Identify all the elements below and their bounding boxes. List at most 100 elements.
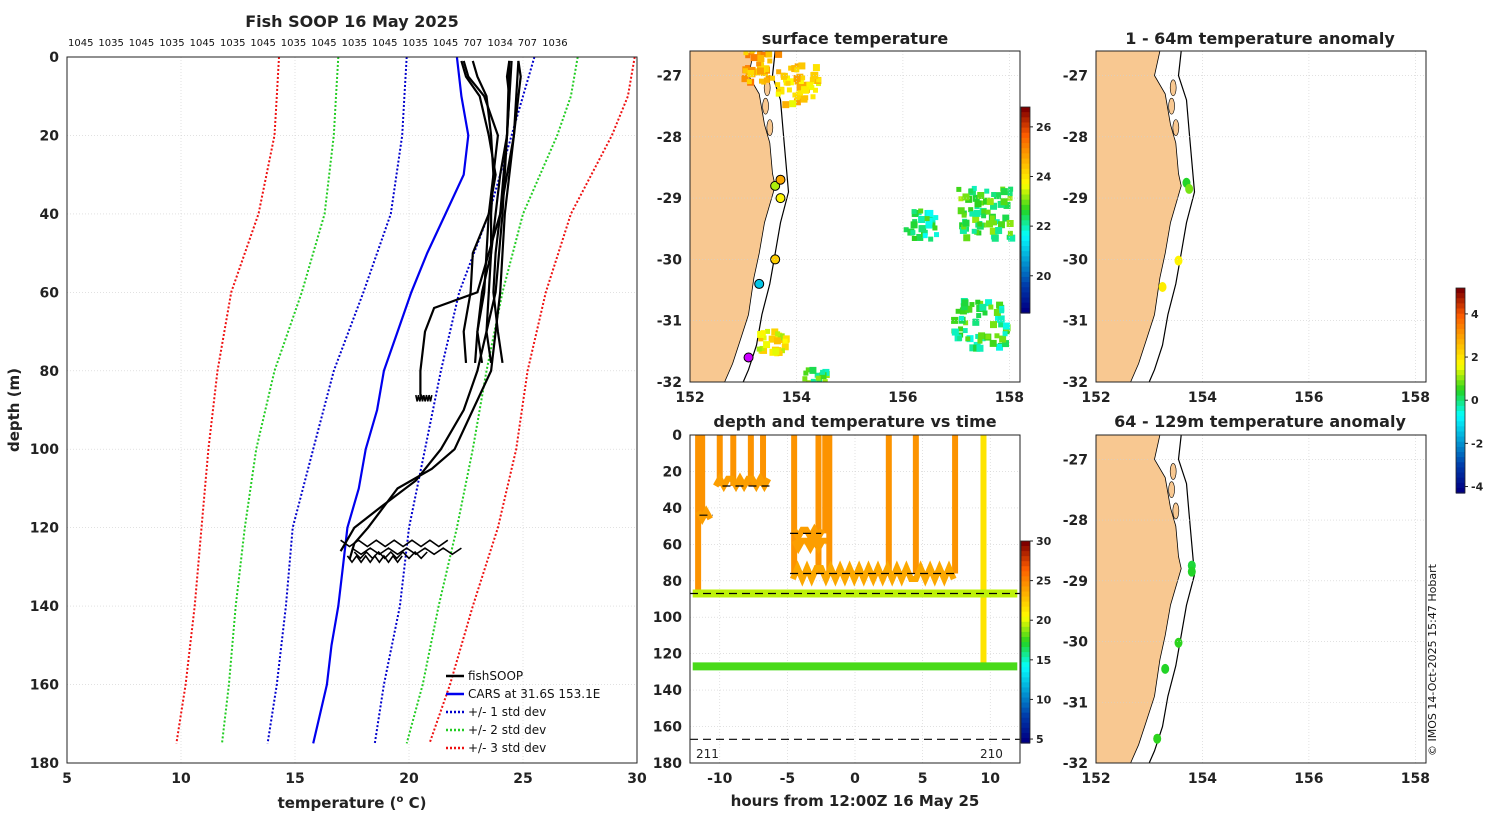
- time-colorbar-step: [1021, 631, 1030, 638]
- time-colorbar-label: 25: [1036, 575, 1051, 588]
- fishsoop-bottom-wiggle: [351, 547, 462, 556]
- sst-pixel: [990, 321, 998, 329]
- sst-pixel: [999, 335, 1007, 343]
- sst-pixel: [999, 308, 1005, 314]
- sst-pixel: [975, 299, 981, 305]
- time-colorbar-step: [1021, 672, 1030, 678]
- time-colorbar-step: [1021, 581, 1030, 588]
- std-dev-line: [266, 57, 408, 744]
- sst-y-ticks: -27 -28 -29 -30 -31 -32: [657, 69, 683, 391]
- sst-pixel: [911, 235, 917, 241]
- sst-pixel: [977, 221, 983, 227]
- anomaly-colorbar-label: 4: [1471, 308, 1479, 321]
- sst-pixel: [956, 186, 962, 192]
- anomaly-shallow-island: [1172, 119, 1180, 136]
- sst-pixel: [992, 220, 998, 226]
- sst-pixel: [756, 61, 762, 67]
- sst-colorbar-step: [1021, 225, 1030, 232]
- sst-colorbar-label: 26: [1036, 121, 1052, 134]
- sst-pixel: [965, 305, 973, 313]
- sst-pixel: [985, 299, 993, 307]
- profile-top-label: 1045: [68, 38, 93, 49]
- anomaly-shallow-isobath: [1148, 51, 1196, 382]
- sst-y-tick-label: -30: [657, 252, 683, 268]
- sst-colorbar-step: [1021, 122, 1030, 129]
- sst-pixel: [972, 194, 980, 202]
- sst-pixel: [994, 219, 1000, 225]
- anomaly-colorbar: 4 2 0 -2 -4: [1455, 287, 1484, 494]
- sst-pixel: [993, 308, 1001, 316]
- sst-pixel: [973, 209, 981, 217]
- sst-pixel: [985, 334, 991, 340]
- legend-label-fishsoop: fishSOOP: [468, 669, 523, 683]
- profile-x-tick-label: 30: [627, 771, 647, 787]
- time-colorbar-step: [1021, 611, 1030, 618]
- sst-pixel: [988, 304, 994, 310]
- sst-pixel: [986, 198, 994, 206]
- sst-colorbar-step: [1021, 189, 1030, 196]
- time-colorbar-label: 30: [1036, 535, 1052, 548]
- sst-pixel: [1000, 198, 1008, 206]
- sst-pixel: [812, 87, 818, 93]
- sst-station-marker: [754, 278, 765, 289]
- anomaly-colorbar-step: [1456, 375, 1465, 381]
- sst-pixel: [765, 51, 773, 58]
- sst-pixel: [747, 69, 755, 77]
- time-colorbar-step: [1021, 657, 1030, 663]
- sst-x-tick-label: 158: [995, 390, 1024, 406]
- time-y-tick-label: 0: [672, 428, 682, 444]
- anomaly-shallow-y-tick-label: -31: [1063, 314, 1088, 330]
- anomaly-deep-y-tick-label: -29: [1063, 574, 1088, 590]
- sst-pixel: [989, 215, 995, 221]
- time-y-tick-label: 180: [653, 756, 682, 772]
- profile-top-label: 1045: [190, 38, 215, 49]
- sst-pixel: [981, 208, 987, 214]
- profile-panel: Fish SOOP 16 May 2025 1045 1035 1045 1035 10…: [5, 12, 647, 812]
- sst-colorbar-step: [1021, 276, 1030, 283]
- time-colorbar-label: 20: [1036, 614, 1052, 627]
- sst-pixel: [959, 226, 967, 234]
- sst-pixel: [777, 333, 785, 341]
- profile-y-tick-label: 40: [40, 207, 60, 223]
- time-colorbar-step: [1021, 717, 1030, 724]
- anomaly-colorbar-step: [1456, 329, 1465, 335]
- sst-pixel: [969, 344, 977, 352]
- anomaly-deep-point: [1187, 566, 1196, 577]
- sst-pixel: [789, 100, 797, 108]
- sst-pixel: [1002, 340, 1010, 348]
- anomaly-colorbar-step: [1456, 323, 1465, 330]
- sst-pixel: [811, 71, 819, 79]
- legend-label-cars: CARS at 31.6S 153.1E: [468, 687, 600, 701]
- anomaly-shallow-x-tick-label: 152: [1081, 390, 1110, 406]
- sst-colorbar-step: [1021, 107, 1030, 113]
- anomaly-colorbar-step: [1456, 467, 1465, 474]
- anomaly-colorbar-step: [1456, 405, 1465, 412]
- time-colorbar-step: [1021, 606, 1030, 613]
- anomaly-deep-y-tick-label: -27: [1063, 452, 1088, 468]
- sst-colorbar-label: 24: [1036, 170, 1052, 183]
- time-colorbar-step: [1021, 712, 1030, 719]
- anomaly-shallow-point: [1185, 183, 1194, 194]
- anomaly-shallow-y-tick-label: -32: [1063, 375, 1088, 391]
- sst-pixel: [958, 196, 964, 202]
- sst-pixel: [750, 51, 756, 53]
- sst-pixel: [794, 67, 800, 73]
- anomaly-shallow-x-tick-label: 154: [1188, 390, 1217, 406]
- std-dev-line: [428, 57, 636, 744]
- profile-x-label: temperature (o C): [278, 794, 427, 812]
- sst-pixel: [759, 345, 765, 351]
- time-colorbar-step: [1021, 732, 1030, 739]
- time-colorbar-step: [1021, 722, 1030, 729]
- sst-pixel: [742, 68, 748, 74]
- sst-colorbar-step: [1021, 199, 1030, 206]
- time-colorbar-step: [1021, 697, 1030, 704]
- anomaly-colorbar-step: [1456, 390, 1465, 397]
- anomaly-colorbar-step: [1456, 395, 1465, 402]
- sst-colorbar-step: [1021, 256, 1030, 263]
- sst-colorbar-step: [1021, 266, 1030, 273]
- sst-pixel: [926, 209, 934, 217]
- sst-pixel: [794, 79, 800, 85]
- sst-pixel: [757, 55, 765, 63]
- anomaly-colorbar-step: [1456, 380, 1465, 386]
- time-mid-depth-trace: [790, 560, 957, 587]
